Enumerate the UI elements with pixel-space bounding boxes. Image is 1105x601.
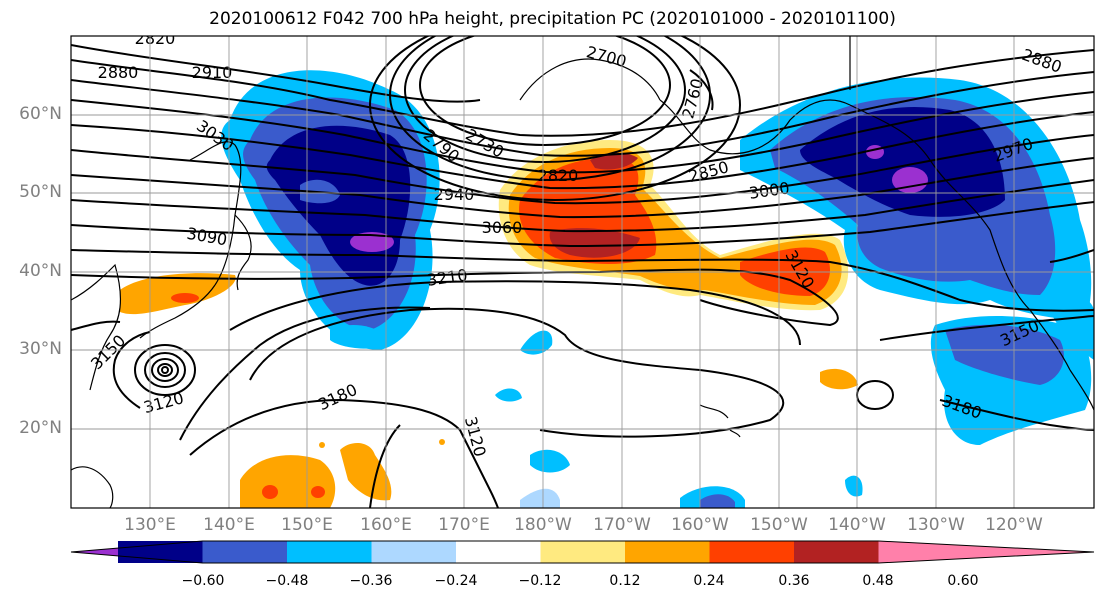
graticule <box>71 36 1094 508</box>
map-frame <box>70 35 1095 509</box>
lon-label: 180°W <box>514 515 572 535</box>
colorbar-extend-max <box>878 541 1094 563</box>
colorbar-tick-label: 0.36 <box>778 573 810 589</box>
colorbar-tick-label: −0.36 <box>349 573 393 589</box>
contour-label: 3060 <box>482 218 523 237</box>
lon-label: 140°E <box>203 515 255 535</box>
lat-label: 50°N <box>19 182 62 202</box>
colorbar-tick-label: −0.60 <box>181 573 225 589</box>
lat-label: 20°N <box>19 418 62 438</box>
lat-label: 60°N <box>19 104 62 124</box>
colorbar-swatch <box>794 541 879 563</box>
lon-label: 170°W <box>593 515 651 535</box>
lon-label: 120°W <box>985 515 1043 535</box>
map-title: 2020100612 F042 700 hPa height, precipit… <box>209 9 896 29</box>
colorbar-tick-label: 0.24 <box>693 573 725 589</box>
colorbar <box>70 540 1095 564</box>
height-contours <box>71 36 1094 508</box>
contour-label: 2820 <box>135 29 176 48</box>
contour-label: 2880 <box>98 63 139 82</box>
lon-label: 130°E <box>124 515 176 535</box>
colorbar-swatch <box>456 541 541 563</box>
colorbar-outline <box>70 540 1095 564</box>
lon-label: 170°E <box>438 515 490 535</box>
colorbar-swatch <box>202 541 287 563</box>
colorbar-swatch <box>540 541 625 563</box>
contour-label: 2910 <box>192 63 233 82</box>
colorbar-tick-label: −0.12 <box>518 573 562 589</box>
lat-label: 40°N <box>19 261 62 281</box>
colorbar-tick-label: 0.60 <box>947 573 979 589</box>
colorbar-swatch <box>287 541 372 563</box>
lon-label: 130°W <box>907 515 965 535</box>
coastlines <box>71 36 1094 508</box>
colorbar-tick-label: 0.12 <box>609 573 641 589</box>
lon-label: 160°W <box>671 515 729 535</box>
contour-label: 2940 <box>434 185 475 204</box>
small-negative-patches <box>330 325 863 508</box>
colorbar-tick-label: −0.24 <box>434 573 478 589</box>
colorbar-swatch <box>371 541 456 563</box>
lat-label: 30°N <box>19 339 62 359</box>
lon-label: 140°W <box>828 515 886 535</box>
contour-label: 2820 <box>538 166 579 185</box>
lon-label: 160°E <box>360 515 412 535</box>
lon-label: 150°E <box>281 515 333 535</box>
colorbar-tick-label: 0.48 <box>862 573 894 589</box>
colorbar-swatch <box>709 541 794 563</box>
positive-anomaly-japan <box>120 273 236 315</box>
lon-label: 150°W <box>750 515 808 535</box>
colorbar-tick-label: −0.48 <box>265 573 309 589</box>
positive-anomaly-south <box>240 368 858 508</box>
colorbar-swatch <box>625 541 710 563</box>
